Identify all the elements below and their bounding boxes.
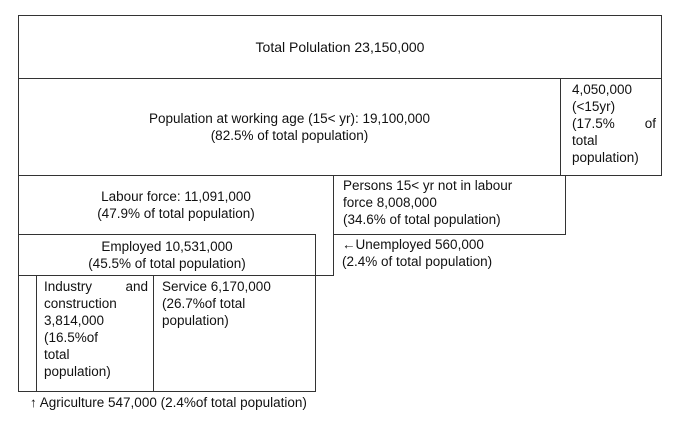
unemployed-share: (2.4% of total population) xyxy=(342,254,493,269)
industry-label-and: and xyxy=(125,279,148,294)
service-share-population: population) xyxy=(162,313,229,328)
industry-share-population: population) xyxy=(44,364,111,379)
under-15-share-of: of xyxy=(644,116,656,131)
unemployed-label: ←Unemployed 560,000 xyxy=(342,237,484,252)
agriculture-bar xyxy=(18,275,37,392)
industry-construction-box: Industry and construction 3,814,000 (16.… xyxy=(36,275,154,392)
not-in-labour-force-box: Persons 15< yr not in labour force 8,008… xyxy=(333,175,566,235)
unemployed-bar xyxy=(315,234,334,276)
under-15-label: (<15yr) xyxy=(572,99,616,114)
industry-count: 3,814,000 xyxy=(44,313,105,328)
employed-share: (45.5% of total population) xyxy=(88,256,246,271)
service-label: Service 6,170,000 xyxy=(162,279,271,294)
working-age-box: Population at working age (15< yr): 19,1… xyxy=(18,78,561,176)
employed-box: Employed 10,531,000 (45.5% of total popu… xyxy=(18,234,316,276)
under-15-share-line: (17.5% of xyxy=(572,115,656,132)
labour-force-box: Labour force: 11,091,000 (47.9% of total… xyxy=(18,175,334,235)
industry-share: (16.5%of xyxy=(44,330,99,345)
under-15-box: 4,050,000 (<15yr) (17.5% of total popula… xyxy=(560,78,662,176)
industry-share-total: total xyxy=(44,347,70,362)
agriculture-label: ↑ Agriculture 547,000 (2.4%of total popu… xyxy=(30,395,307,410)
labour-force-label: Labour force: 11,091,000 xyxy=(101,189,251,204)
employed-label: Employed 10,531,000 xyxy=(101,239,233,254)
not-in-labour-force-count: force 8,008,000 xyxy=(343,195,437,210)
labour-force-share: (47.9% of total population) xyxy=(97,206,255,221)
under-15-share-total: total xyxy=(572,133,598,148)
industry-label-line: Industry and xyxy=(44,278,148,295)
unemployed-annotation: ←Unemployed 560,000 (2.4% of total popul… xyxy=(342,236,492,270)
industry-label: Industry xyxy=(44,279,93,294)
total-population-label: Total Polulation 23,150,000 xyxy=(255,38,425,55)
total-population-box: Total Polulation 23,150,000 xyxy=(18,15,662,79)
not-in-labour-force-share: (34.6% of total population) xyxy=(343,212,501,227)
service-box: Service 6,170,000 (26.7%of total populat… xyxy=(153,275,316,392)
construction-label: construction xyxy=(44,296,117,311)
working-age-share: (82.5% of total population) xyxy=(210,128,369,143)
not-in-labour-force-label: Persons 15< yr not in labour xyxy=(343,178,513,193)
agriculture-annotation: ↑ Agriculture 547,000 (2.4%of total popu… xyxy=(30,394,307,411)
under-15-share-population: population) xyxy=(572,150,639,165)
under-15-share: (17.5% xyxy=(572,116,615,131)
service-share: (26.7%of total xyxy=(162,296,246,311)
working-age-label: Population at working age (15< yr): 19,1… xyxy=(148,111,431,126)
under-15-count: 4,050,000 xyxy=(572,82,633,97)
